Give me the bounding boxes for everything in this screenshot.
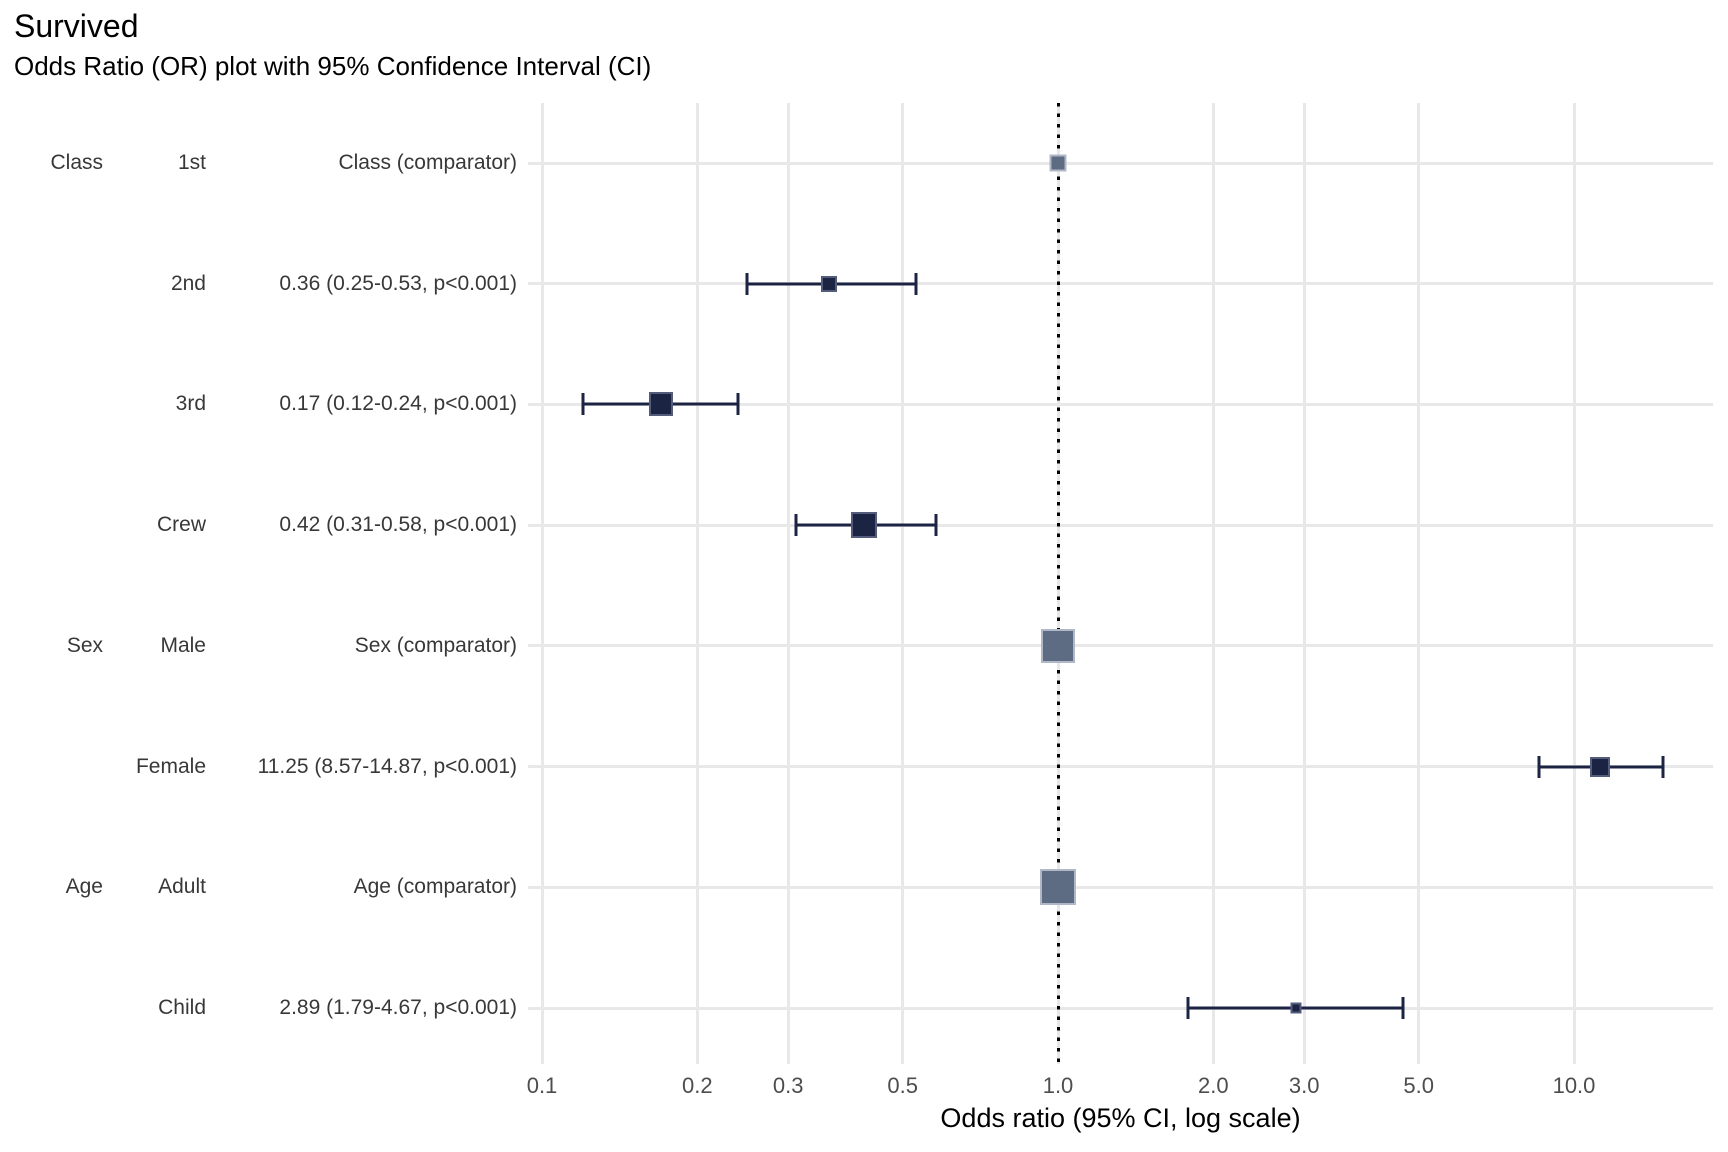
x-gridline: [540, 103, 544, 1064]
row-gridline: [528, 161, 1713, 165]
reference-line: [1056, 103, 1060, 1068]
x-gridline: [1572, 103, 1576, 1064]
x-tick-label: 2.0: [1198, 1073, 1229, 1098]
ci-cap-high: [736, 393, 740, 416]
plot-title: Survived: [14, 8, 139, 44]
ci-cap-low: [1186, 997, 1190, 1019]
ci-cap-high: [934, 514, 938, 537]
row-level-label: Child: [158, 996, 206, 1019]
x-gridline: [786, 103, 790, 1064]
row-estimate-label: 0.42 (0.31-0.58, p<0.001): [279, 513, 517, 537]
row-estimate-label: Age (comparator): [353, 875, 517, 899]
row-estimate-label: 2.89 (1.79-4.67, p<0.001): [279, 996, 517, 1019]
x-tick-label: 3.0: [1288, 1073, 1320, 1098]
ci-cap-low: [794, 514, 798, 537]
row-estimate-label: Class (comparator): [338, 151, 517, 174]
x-gridline: [1417, 103, 1421, 1064]
ci-cap-high: [914, 272, 918, 295]
row-group-label: Class: [50, 151, 103, 174]
x-tick-label: 0.1: [526, 1073, 558, 1098]
x-tick-label: 0.5: [887, 1073, 918, 1098]
x-tick-label: 1.0: [1042, 1073, 1074, 1098]
row-level-label: 3rd: [175, 392, 206, 416]
comparator-marker: [1040, 869, 1076, 906]
comparator-marker: [1041, 628, 1075, 663]
row-estimate-label: 0.36 (0.25-0.53, p<0.001): [279, 271, 517, 295]
row-gridline: [528, 885, 1713, 889]
x-tick-label: 5.0: [1403, 1073, 1434, 1098]
ci-cap-low: [1537, 755, 1541, 778]
row-estimate-label: 0.17 (0.12-0.24, p<0.001): [279, 392, 517, 416]
row-gridline: [528, 644, 1713, 648]
x-tick-label: 0.2: [682, 1073, 713, 1098]
row-estimate-label: 11.25 (8.57-14.87, p<0.001): [257, 754, 517, 778]
row-level-label: Female: [135, 754, 206, 778]
or-marker: [821, 275, 838, 292]
x-axis-title: Odds ratio (95% CI, log scale): [940, 1103, 1301, 1133]
or-marker: [1590, 756, 1611, 777]
plot-subtitle: Odds Ratio (OR) plot with 95% Confidence…: [14, 51, 652, 81]
row-gridline: [528, 765, 1713, 769]
row-gridline: [528, 523, 1713, 527]
ci-cap-low: [745, 272, 749, 295]
row-group-label: Age: [65, 875, 103, 899]
row-level-label: Crew: [156, 513, 206, 537]
row-level-label: 2nd: [170, 271, 206, 295]
row-group-label: Sex: [66, 633, 103, 657]
row-level-label: Adult: [158, 875, 206, 899]
x-gridline: [695, 103, 699, 1064]
or-marker: [648, 392, 673, 417]
x-gridline: [1302, 103, 1306, 1064]
x-gridline: [1211, 103, 1215, 1064]
row-estimate-label: Sex (comparator): [354, 633, 517, 657]
row-gridline: [528, 402, 1713, 406]
x-gridline: [901, 103, 905, 1064]
row-level-label: Male: [160, 633, 206, 657]
row-gridline: [528, 282, 1713, 286]
ci-cap-high: [1401, 997, 1405, 1019]
or-marker: [850, 512, 877, 539]
row-gridline: [528, 1006, 1713, 1010]
or-marker: [1290, 1002, 1302, 1014]
ci-cap-high: [1661, 755, 1665, 778]
x-tick-label: 10.0: [1552, 1073, 1596, 1098]
comparator-marker: [1049, 154, 1067, 172]
x-tick-label: 0.3: [772, 1073, 804, 1098]
ci-cap-low: [581, 393, 585, 416]
row-level-label: 1st: [177, 151, 206, 174]
